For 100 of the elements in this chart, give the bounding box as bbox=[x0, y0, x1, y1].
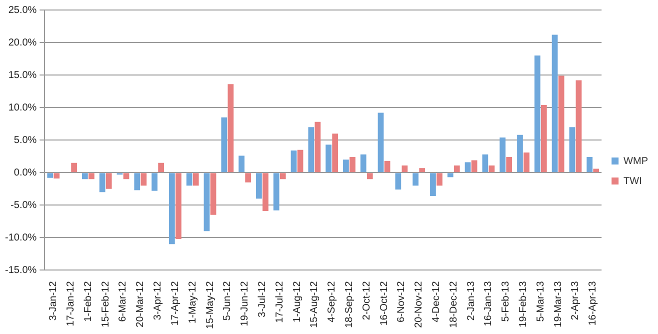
x-tick-label: 15-Feb-12 bbox=[100, 280, 112, 328]
bar bbox=[343, 160, 349, 172]
y-tick-label: 10.0% bbox=[8, 102, 37, 114]
bar bbox=[221, 117, 228, 172]
bar bbox=[534, 56, 540, 172]
x-tick-label: 1-Feb-12 bbox=[82, 280, 94, 322]
bar bbox=[378, 112, 384, 172]
legend-label: TWI bbox=[624, 176, 642, 187]
x-tick-label: 19-Jun-12 bbox=[240, 280, 251, 326]
bar bbox=[447, 173, 454, 178]
x-tick-label: 3-Jul-12 bbox=[256, 280, 268, 318]
bar bbox=[384, 160, 390, 172]
bar bbox=[412, 173, 419, 186]
x-tick-label: 15-Aug-12 bbox=[309, 280, 320, 328]
bar bbox=[524, 152, 530, 172]
bar bbox=[308, 127, 314, 172]
x-tick-label: 6-Nov-12 bbox=[396, 280, 408, 322]
x-tick-label: 5-Feb-13 bbox=[500, 280, 512, 322]
x-tick-label: 4-Dec-12 bbox=[430, 280, 442, 322]
x-tick-label: 5-Mar-13 bbox=[535, 280, 546, 322]
x-tick-label: 2-Jan-13 bbox=[466, 280, 477, 321]
x-tick-label: 3-Apr-12 bbox=[152, 280, 164, 320]
bar bbox=[517, 134, 523, 172]
bar bbox=[326, 144, 332, 172]
bar bbox=[228, 84, 234, 172]
bar bbox=[395, 173, 402, 190]
bar bbox=[419, 168, 426, 172]
x-tick-label: 1-May-12 bbox=[187, 280, 198, 324]
y-tick-label: 25.0% bbox=[8, 4, 37, 16]
y-tick-label: -10.0% bbox=[4, 232, 37, 244]
x-tick-label: 5-Jun-12 bbox=[222, 280, 234, 321]
bar bbox=[280, 173, 286, 180]
bar bbox=[471, 160, 478, 172]
bar bbox=[140, 173, 147, 186]
y-tick-label: -5.0% bbox=[10, 200, 37, 211]
bar bbox=[454, 165, 460, 172]
bar bbox=[482, 154, 488, 172]
bar bbox=[297, 150, 304, 172]
bar bbox=[204, 173, 210, 232]
bar bbox=[192, 173, 199, 186]
bar bbox=[273, 173, 280, 210]
bar bbox=[134, 173, 140, 190]
y-tick-label: 20.0% bbox=[8, 37, 37, 48]
x-tick-label: 20-Mar-12 bbox=[135, 280, 146, 328]
x-tick-label: 19-Mar-13 bbox=[552, 280, 564, 328]
bar bbox=[540, 104, 547, 172]
y-tick-label: 15.0% bbox=[8, 70, 37, 81]
x-tick-label: 18-Dec-12 bbox=[448, 280, 460, 328]
bar bbox=[99, 173, 106, 192]
x-tick-label: 17-Apr-12 bbox=[170, 280, 181, 326]
x-tick-label: 1-Aug-12 bbox=[292, 280, 303, 322]
x-tick-label: 19-Feb-13 bbox=[518, 280, 529, 328]
x-tick-label: 16-Apr-13 bbox=[588, 280, 599, 326]
y-tick-label: 5.0% bbox=[14, 134, 37, 146]
x-tick-label: 17-Jul-12 bbox=[274, 280, 286, 323]
bar bbox=[186, 173, 192, 186]
bar bbox=[256, 173, 262, 199]
bar bbox=[350, 157, 356, 172]
x-tick-label: 6-Mar-12 bbox=[118, 280, 129, 322]
x-tick-label: 16-Jan-13 bbox=[483, 280, 494, 326]
bar bbox=[314, 122, 321, 172]
y-tick-label: 0.0% bbox=[14, 167, 37, 178]
bar bbox=[176, 173, 182, 239]
bar bbox=[430, 173, 436, 196]
bar bbox=[506, 157, 512, 172]
bar bbox=[238, 156, 244, 172]
bar bbox=[54, 173, 60, 178]
legend-label: WMP bbox=[624, 156, 648, 167]
bar bbox=[169, 173, 175, 244]
bar bbox=[500, 138, 506, 172]
bar bbox=[106, 173, 112, 189]
bar bbox=[464, 162, 471, 172]
x-tick-label: 2-Oct-12 bbox=[361, 280, 372, 320]
bar bbox=[47, 173, 54, 178]
bar bbox=[366, 173, 373, 180]
bar bbox=[245, 173, 252, 182]
bar bbox=[558, 76, 564, 172]
bar bbox=[552, 34, 558, 172]
y-tick-label: -15.0% bbox=[4, 264, 37, 276]
x-tick-label: 18-Sep-12 bbox=[344, 280, 355, 328]
x-tick-label: 2-Apr-13 bbox=[570, 280, 582, 320]
bar bbox=[123, 173, 130, 180]
x-tick-label: 15-May-12 bbox=[204, 280, 216, 330]
x-tick-label: 4-Sep-12 bbox=[326, 280, 338, 322]
bar bbox=[576, 80, 582, 172]
bar bbox=[569, 127, 576, 172]
bar bbox=[88, 173, 94, 180]
bar bbox=[360, 154, 366, 172]
bar bbox=[488, 165, 495, 172]
bar bbox=[158, 162, 164, 172]
bar bbox=[436, 173, 442, 186]
x-tick-label: 3-Jan-12 bbox=[48, 280, 60, 321]
bar bbox=[262, 173, 268, 212]
bar bbox=[402, 165, 408, 172]
bar bbox=[210, 173, 216, 215]
x-tick-label: 20-Nov-12 bbox=[414, 280, 425, 328]
bar bbox=[71, 162, 77, 172]
bar bbox=[593, 168, 600, 172]
bar bbox=[82, 173, 88, 180]
x-tick-label: 16-Oct-12 bbox=[378, 280, 390, 326]
